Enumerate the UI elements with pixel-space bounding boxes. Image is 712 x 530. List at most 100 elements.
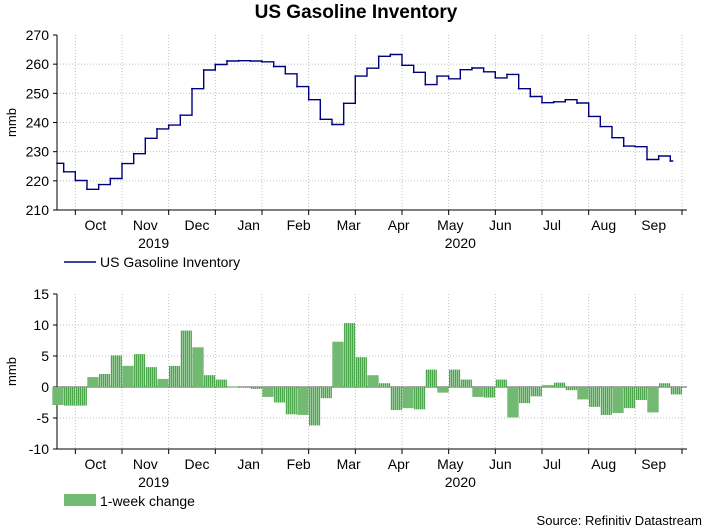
bottom-y-tick-label: 10 [33,317,49,333]
inventory-point [646,158,648,161]
inventory-point [249,60,252,62]
change-bar [274,387,286,403]
change-bar [332,341,344,387]
inventory-point [599,125,602,128]
change-bar [87,377,99,387]
inventory-point [214,63,217,66]
change-bar-fill [565,387,577,391]
inventory-point [354,75,357,78]
inventory-point [424,83,427,86]
top-y-tick-label: 260 [26,56,50,72]
change-bar-fill [75,387,87,406]
change-bar-fill [484,387,495,398]
change-bar-fill [390,387,402,410]
inventory-point [167,124,170,127]
top-month-label: Sep [641,217,666,233]
change-bar [320,387,332,399]
bottom-y-tick-label: -5 [37,410,50,426]
bottom-month-label: Dec [185,456,210,472]
bottom-month-label: Nov [133,456,158,472]
change-bar [542,385,554,387]
bottom-month-label: Apr [388,456,410,472]
inventory-point [389,53,392,56]
inventory-point [237,59,240,62]
change-bar [355,357,367,387]
inventory-point [622,145,625,148]
inventory-point [541,101,543,104]
change-bar-fill [670,387,682,395]
change-bar-fill [122,365,134,387]
top-month-label: Feb [287,217,311,233]
bottom-year-label: 2020 [445,474,476,490]
top-y-tick-label: 240 [26,115,50,131]
change-bar-fill [425,369,437,387]
change-bar [635,387,647,401]
legend-inventory: US Gasoline Inventory [64,254,240,270]
bottom-month-label: Jan [237,456,260,472]
inventory-point [447,77,450,80]
change-bar-fill [449,369,460,387]
change-bar-fill [414,387,425,410]
change-bar-fill [635,387,647,401]
bottom-month-label: Sep [641,456,666,472]
inventory-point [564,98,567,101]
inventory-point [109,177,112,180]
inventory-point [366,67,368,70]
inventory-point [191,87,193,90]
inventory-point [132,152,135,155]
change-bar [495,379,507,387]
change-bar [577,387,589,400]
change-bar-fill [227,386,239,388]
bottom-y-tick-label: -10 [29,441,49,457]
inventory-point [319,118,322,121]
top-y-tick-label: 250 [26,85,50,101]
change-bar-fill [87,377,99,387]
top-panel: 210 220 230 240 250 260 270 Oct Nov Dec Jan Feb Mar A… [4,27,687,251]
change-bar-fill [507,387,519,418]
change-bar [507,387,519,418]
change-bar-fill [204,375,215,387]
top-year-label: 2019 [138,235,169,251]
change-bar-fill [402,387,414,409]
bottom-y-tick-label: 0 [41,379,49,395]
inventory-point [86,188,88,191]
change-bar-fill [157,378,169,387]
legend-change-label: 1-week change [100,493,195,509]
change-bar [145,367,157,387]
inventory-point [202,69,205,71]
inventory-point [634,145,637,148]
change-bar-fill [472,387,484,397]
change-bar-fill [542,385,554,387]
inventory-point [331,123,333,126]
inventory-point [62,170,65,173]
change-bar-fill [215,379,227,387]
bottom-y-axis-label: mmb [4,357,19,386]
change-bar-fill [355,357,367,387]
bottom-y-tick-label: 15 [33,286,49,302]
inventory-point [529,95,532,98]
inventory-point [482,70,485,73]
top-y-axis-label: mmb [4,108,19,137]
inventory-point [494,76,497,79]
legend-change: 1-week change [64,493,195,509]
change-bar-fill [530,387,542,397]
change-bar [285,387,297,415]
change-bar [180,330,192,387]
inventory-point [506,73,508,76]
inventory-point [272,65,275,68]
change-bar-fill [589,387,600,407]
inventory-point [261,60,263,63]
change-bar-fill [52,387,64,405]
change-bar-fill [379,383,390,387]
change-bar [344,323,356,387]
change-bar [169,365,181,387]
top-month-label: Dec [185,217,210,233]
inventory-point [296,85,298,88]
change-bar [414,387,426,410]
top-y-tick-label: 220 [26,173,50,189]
inventory-point [97,183,100,186]
top-month-label: Jun [489,217,512,233]
top-y-tick-label: 270 [26,27,50,43]
change-bar [204,375,216,387]
change-bar-fill [99,373,110,387]
